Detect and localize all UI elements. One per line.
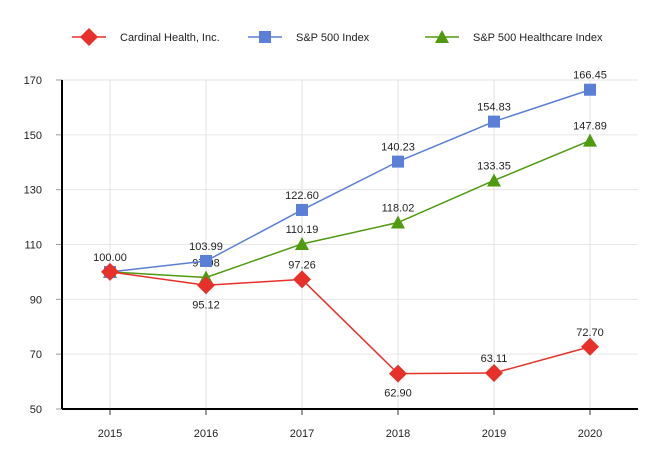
diamond-marker <box>581 337 599 356</box>
legend-item: S&P 500 Index <box>248 31 370 44</box>
gridlines <box>62 79 638 409</box>
y-tick-label: 50 <box>30 404 42 416</box>
diamond-marker <box>389 364 407 383</box>
legend: Cardinal Health, Inc. S&P 500 Index S&P 50… <box>72 28 603 46</box>
data-label: 62.90 <box>384 388 412 400</box>
data-label: 103.99 <box>189 241 223 253</box>
diamond-marker <box>197 276 215 295</box>
square-marker <box>259 31 271 43</box>
square-marker <box>584 83 596 96</box>
data-label: 97.26 <box>288 259 316 271</box>
diamond-marker <box>101 262 119 281</box>
data-label: 133.35 <box>477 160 511 172</box>
series-line <box>109 139 591 279</box>
triangle-marker <box>583 133 597 147</box>
data-label: 122.60 <box>285 190 319 202</box>
x-tick-label: 2018 <box>386 428 410 440</box>
legend-label: Cardinal Health, Inc. <box>120 32 220 44</box>
x-tick-label: 2016 <box>194 428 218 440</box>
square-marker <box>488 115 500 128</box>
series-s-p-500-index: 103.99 122.60 140.23 154.83 166.45 <box>104 70 607 278</box>
square-marker <box>296 203 308 216</box>
legend-label: S&P 500 Healthcare Index <box>473 32 603 44</box>
y-tick-label: 130 <box>24 185 42 197</box>
data-label: 72.70 <box>576 327 604 339</box>
triangle-marker <box>391 215 405 229</box>
triangle-marker <box>295 236 309 250</box>
x-tick-label: 2020 <box>578 428 602 440</box>
triangle-marker <box>487 173 501 187</box>
x-tick-label: 2019 <box>482 428 506 440</box>
y-tick-label: 70 <box>30 349 42 361</box>
diamond-marker <box>485 364 503 383</box>
square-marker <box>200 254 212 267</box>
diamond-marker <box>293 270 311 289</box>
series-line <box>109 89 591 273</box>
axes: 50 70 90 110 130 150 170 2015 2016 2017 2018 2019 20… <box>24 75 638 440</box>
data-label: 63.11 <box>481 353 508 365</box>
series-cardinal-health-inc-: 100.00 95.12 97.26 62.90 63.11 72.70 <box>93 252 604 400</box>
legend-item: S&P 500 Healthcare Index <box>425 30 603 44</box>
legend-item: Cardinal Health, Inc. <box>72 28 220 46</box>
data-label: 100.00 <box>93 252 127 264</box>
y-tick-label: 170 <box>24 75 42 87</box>
series-line <box>109 271 591 375</box>
x-tick-label: 2015 <box>98 428 122 440</box>
y-tick-label: 110 <box>24 240 42 252</box>
diamond-marker <box>80 28 98 46</box>
square-marker <box>392 155 404 168</box>
data-label: 140.23 <box>381 142 415 154</box>
triangle-marker <box>435 30 449 43</box>
y-tick-label: 150 <box>24 130 42 142</box>
data-label: 147.89 <box>573 121 607 133</box>
legend-label: S&P 500 Index <box>296 32 370 44</box>
data-label: 95.12 <box>192 299 220 311</box>
data-label: 166.45 <box>573 70 607 82</box>
data-label: 154.83 <box>477 102 511 114</box>
x-tick-label: 2017 <box>290 428 314 440</box>
y-tick-label: 90 <box>30 294 42 306</box>
data-label: 110.19 <box>286 224 319 236</box>
series-layer: 97.98110.19118.02133.35147.89103.99122.6… <box>93 70 607 400</box>
data-label: 118.02 <box>382 203 415 215</box>
